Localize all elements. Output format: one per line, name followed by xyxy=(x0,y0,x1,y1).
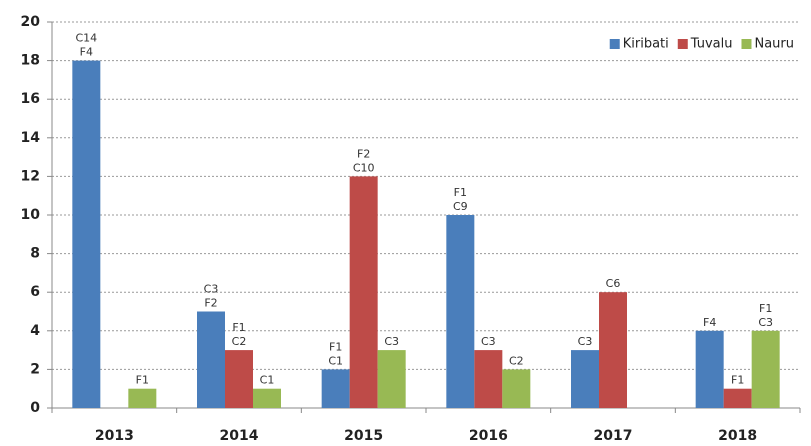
bar xyxy=(571,350,599,408)
y-tick-label: 18 xyxy=(21,53,40,69)
value-label: C2 xyxy=(232,335,247,348)
bar xyxy=(723,388,752,408)
bar xyxy=(377,350,406,408)
x-tick-label: 2018 xyxy=(718,428,757,444)
y-tick-label: 16 xyxy=(21,91,40,107)
y-tick-label: 14 xyxy=(21,130,41,146)
x-tick-label: 2017 xyxy=(594,428,633,444)
legend-label: Tuvalu xyxy=(690,37,733,52)
legend-swatch xyxy=(677,39,688,49)
value-label: C3 xyxy=(758,316,773,329)
y-tick-label: 8 xyxy=(30,246,40,262)
value-label: C14 xyxy=(75,32,97,45)
value-label: F4 xyxy=(703,316,716,329)
bar xyxy=(253,388,281,408)
y-tick-label: 2 xyxy=(30,361,40,377)
bar xyxy=(349,176,378,408)
value-label: C1 xyxy=(328,354,343,367)
value-label: F2 xyxy=(204,297,217,310)
bar xyxy=(446,215,475,408)
bar xyxy=(321,369,350,408)
value-label: F1 xyxy=(454,186,467,199)
x-tick-label: 2015 xyxy=(344,428,383,444)
x-tick-label: 2016 xyxy=(469,428,508,444)
y-tick-label: 0 xyxy=(30,400,40,416)
bar xyxy=(474,350,503,408)
value-label: F4 xyxy=(80,46,93,59)
value-label: F2 xyxy=(357,147,370,160)
x-tick-label: 2014 xyxy=(220,428,259,444)
y-tick-label: 6 xyxy=(30,284,40,300)
value-label: F1 xyxy=(329,340,342,353)
value-label: C2 xyxy=(509,354,524,367)
value-label: F1 xyxy=(136,374,149,387)
value-label: C1 xyxy=(260,374,275,387)
legend-swatch xyxy=(741,39,752,49)
x-tick-label: 2013 xyxy=(95,428,134,444)
legend-swatch xyxy=(609,39,620,49)
bar xyxy=(599,292,627,408)
bar xyxy=(751,330,780,408)
y-tick-label: 20 xyxy=(21,14,41,30)
value-label: C3 xyxy=(384,335,399,348)
value-label: C3 xyxy=(481,335,496,348)
legend-label: Nauru xyxy=(754,37,794,52)
y-tick-label: 10 xyxy=(21,207,41,223)
bar xyxy=(225,350,253,408)
value-label: C3 xyxy=(578,335,593,348)
legend-label: Kiribati xyxy=(623,37,669,52)
bar xyxy=(502,369,531,408)
bar xyxy=(128,388,157,408)
value-label: C6 xyxy=(606,277,621,290)
bar xyxy=(72,60,101,408)
value-label: C3 xyxy=(204,283,219,296)
value-label: F1 xyxy=(731,374,744,387)
bar xyxy=(695,330,724,408)
bar xyxy=(197,311,225,408)
value-label: F1 xyxy=(759,302,772,315)
y-tick-label: 4 xyxy=(30,323,40,339)
y-tick-label: 12 xyxy=(21,168,40,184)
value-label: F1 xyxy=(232,321,245,334)
value-label: C9 xyxy=(453,200,468,213)
value-label: C10 xyxy=(353,161,375,174)
